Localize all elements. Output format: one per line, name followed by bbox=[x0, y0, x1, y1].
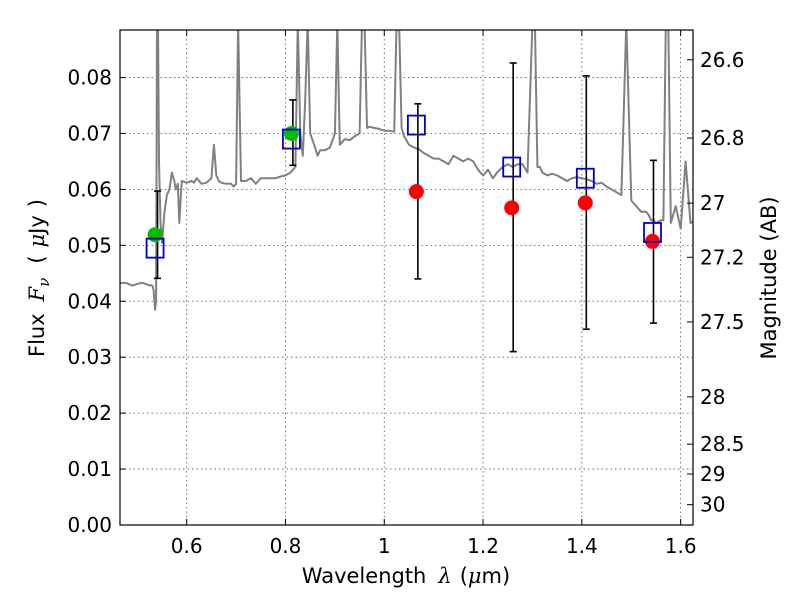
x-axis-label-unit-open: ( bbox=[460, 564, 468, 588]
observed-photometry-marker bbox=[504, 200, 520, 216]
y-tick-label: 0.03 bbox=[67, 345, 112, 369]
spectrum-layer bbox=[120, 30, 693, 311]
plot-frame bbox=[119, 29, 694, 526]
magnitude-tick-label: 29 bbox=[700, 462, 725, 486]
magnitude-tick-label: 28.5 bbox=[700, 432, 745, 456]
y-tick-label: 0.04 bbox=[67, 289, 112, 313]
magnitude-tick-label: 26.6 bbox=[700, 48, 745, 72]
y-tick-label: 0.01 bbox=[67, 457, 112, 481]
y-axis-label: Flux Fν ( μJy) bbox=[25, 199, 53, 357]
magnitude-tick-label: 27.2 bbox=[700, 245, 745, 269]
plot-background bbox=[120, 30, 693, 525]
x-axis-label-unit-rest: m) bbox=[482, 564, 511, 588]
y-axis-label-unit-open: ( bbox=[25, 255, 49, 263]
observed-photometry-blue-marker bbox=[147, 227, 163, 243]
model-square-marker bbox=[282, 128, 301, 150]
y-axis-label-unit-mu: μ bbox=[25, 234, 49, 248]
x-axis-label-symbol: λ bbox=[437, 564, 451, 588]
x-axis-label-unit-mu: μ bbox=[468, 564, 482, 588]
x-axis: 0.6 0.8 1 1.2 1.4 1.6 bbox=[171, 30, 697, 558]
model-square-marker bbox=[575, 167, 595, 189]
magnitude-tick-label: 28 bbox=[700, 385, 725, 409]
magnitude-tick-label: 27 bbox=[700, 191, 725, 215]
model-square-marker bbox=[145, 237, 165, 259]
x-axis-label-prefix: Wavelength bbox=[302, 564, 427, 588]
model-square-marker bbox=[643, 222, 662, 243]
y-axis-label-unit-close: ) bbox=[25, 199, 49, 207]
model-square-marker bbox=[502, 156, 522, 178]
x-tick-label: 0.8 bbox=[270, 534, 302, 558]
observed-photometry-marker bbox=[408, 184, 424, 200]
y-tick-label: 0.00 bbox=[67, 513, 112, 537]
magnitude-tick-label: 30 bbox=[700, 493, 725, 517]
y-axis-label-prefix: Flux bbox=[25, 313, 49, 357]
y-tick-label: 0.08 bbox=[67, 66, 112, 90]
grid bbox=[120, 30, 693, 525]
x-tick-label: 1.4 bbox=[566, 534, 598, 558]
y-axis-label-sub: ν bbox=[35, 278, 53, 287]
observed-photometry-marker bbox=[577, 195, 593, 211]
x-tick-label: 0.6 bbox=[171, 534, 203, 558]
x-tick-label: 1 bbox=[378, 534, 391, 558]
y-tick-label: 0.02 bbox=[67, 401, 112, 425]
y-axis-label-unit-rest: Jy bbox=[25, 215, 49, 236]
x-tick-label: 1.6 bbox=[665, 534, 697, 558]
y-tick-label: 0.06 bbox=[67, 177, 112, 201]
y-axis-label-symbol: F bbox=[25, 285, 49, 302]
model-square-marker bbox=[406, 114, 426, 136]
y-tick-label: 0.07 bbox=[67, 121, 112, 145]
model-squares bbox=[145, 114, 662, 259]
magnitude-tick-label: 26.8 bbox=[700, 126, 745, 150]
spectrum-line bbox=[120, 30, 693, 311]
observed-photometry-blue-marker bbox=[283, 125, 299, 141]
x-axis-label: Wavelength λ (μm) bbox=[302, 564, 510, 588]
y-tick-label: 0.05 bbox=[67, 233, 112, 257]
magnitude-axis: 26.6 26.8 27 27.2 27.5 28 28.5 29 30 bbox=[687, 48, 745, 517]
magnitude-tick-label: 27.5 bbox=[700, 310, 745, 334]
x-tick-label: 1.2 bbox=[467, 534, 499, 558]
y-axis: 0.00 0.01 0.02 0.03 0.04 0.05 0.06 0.07 0.08 bbox=[67, 66, 126, 537]
magnitude-axis-label: Magnitude (AB) bbox=[757, 196, 781, 359]
